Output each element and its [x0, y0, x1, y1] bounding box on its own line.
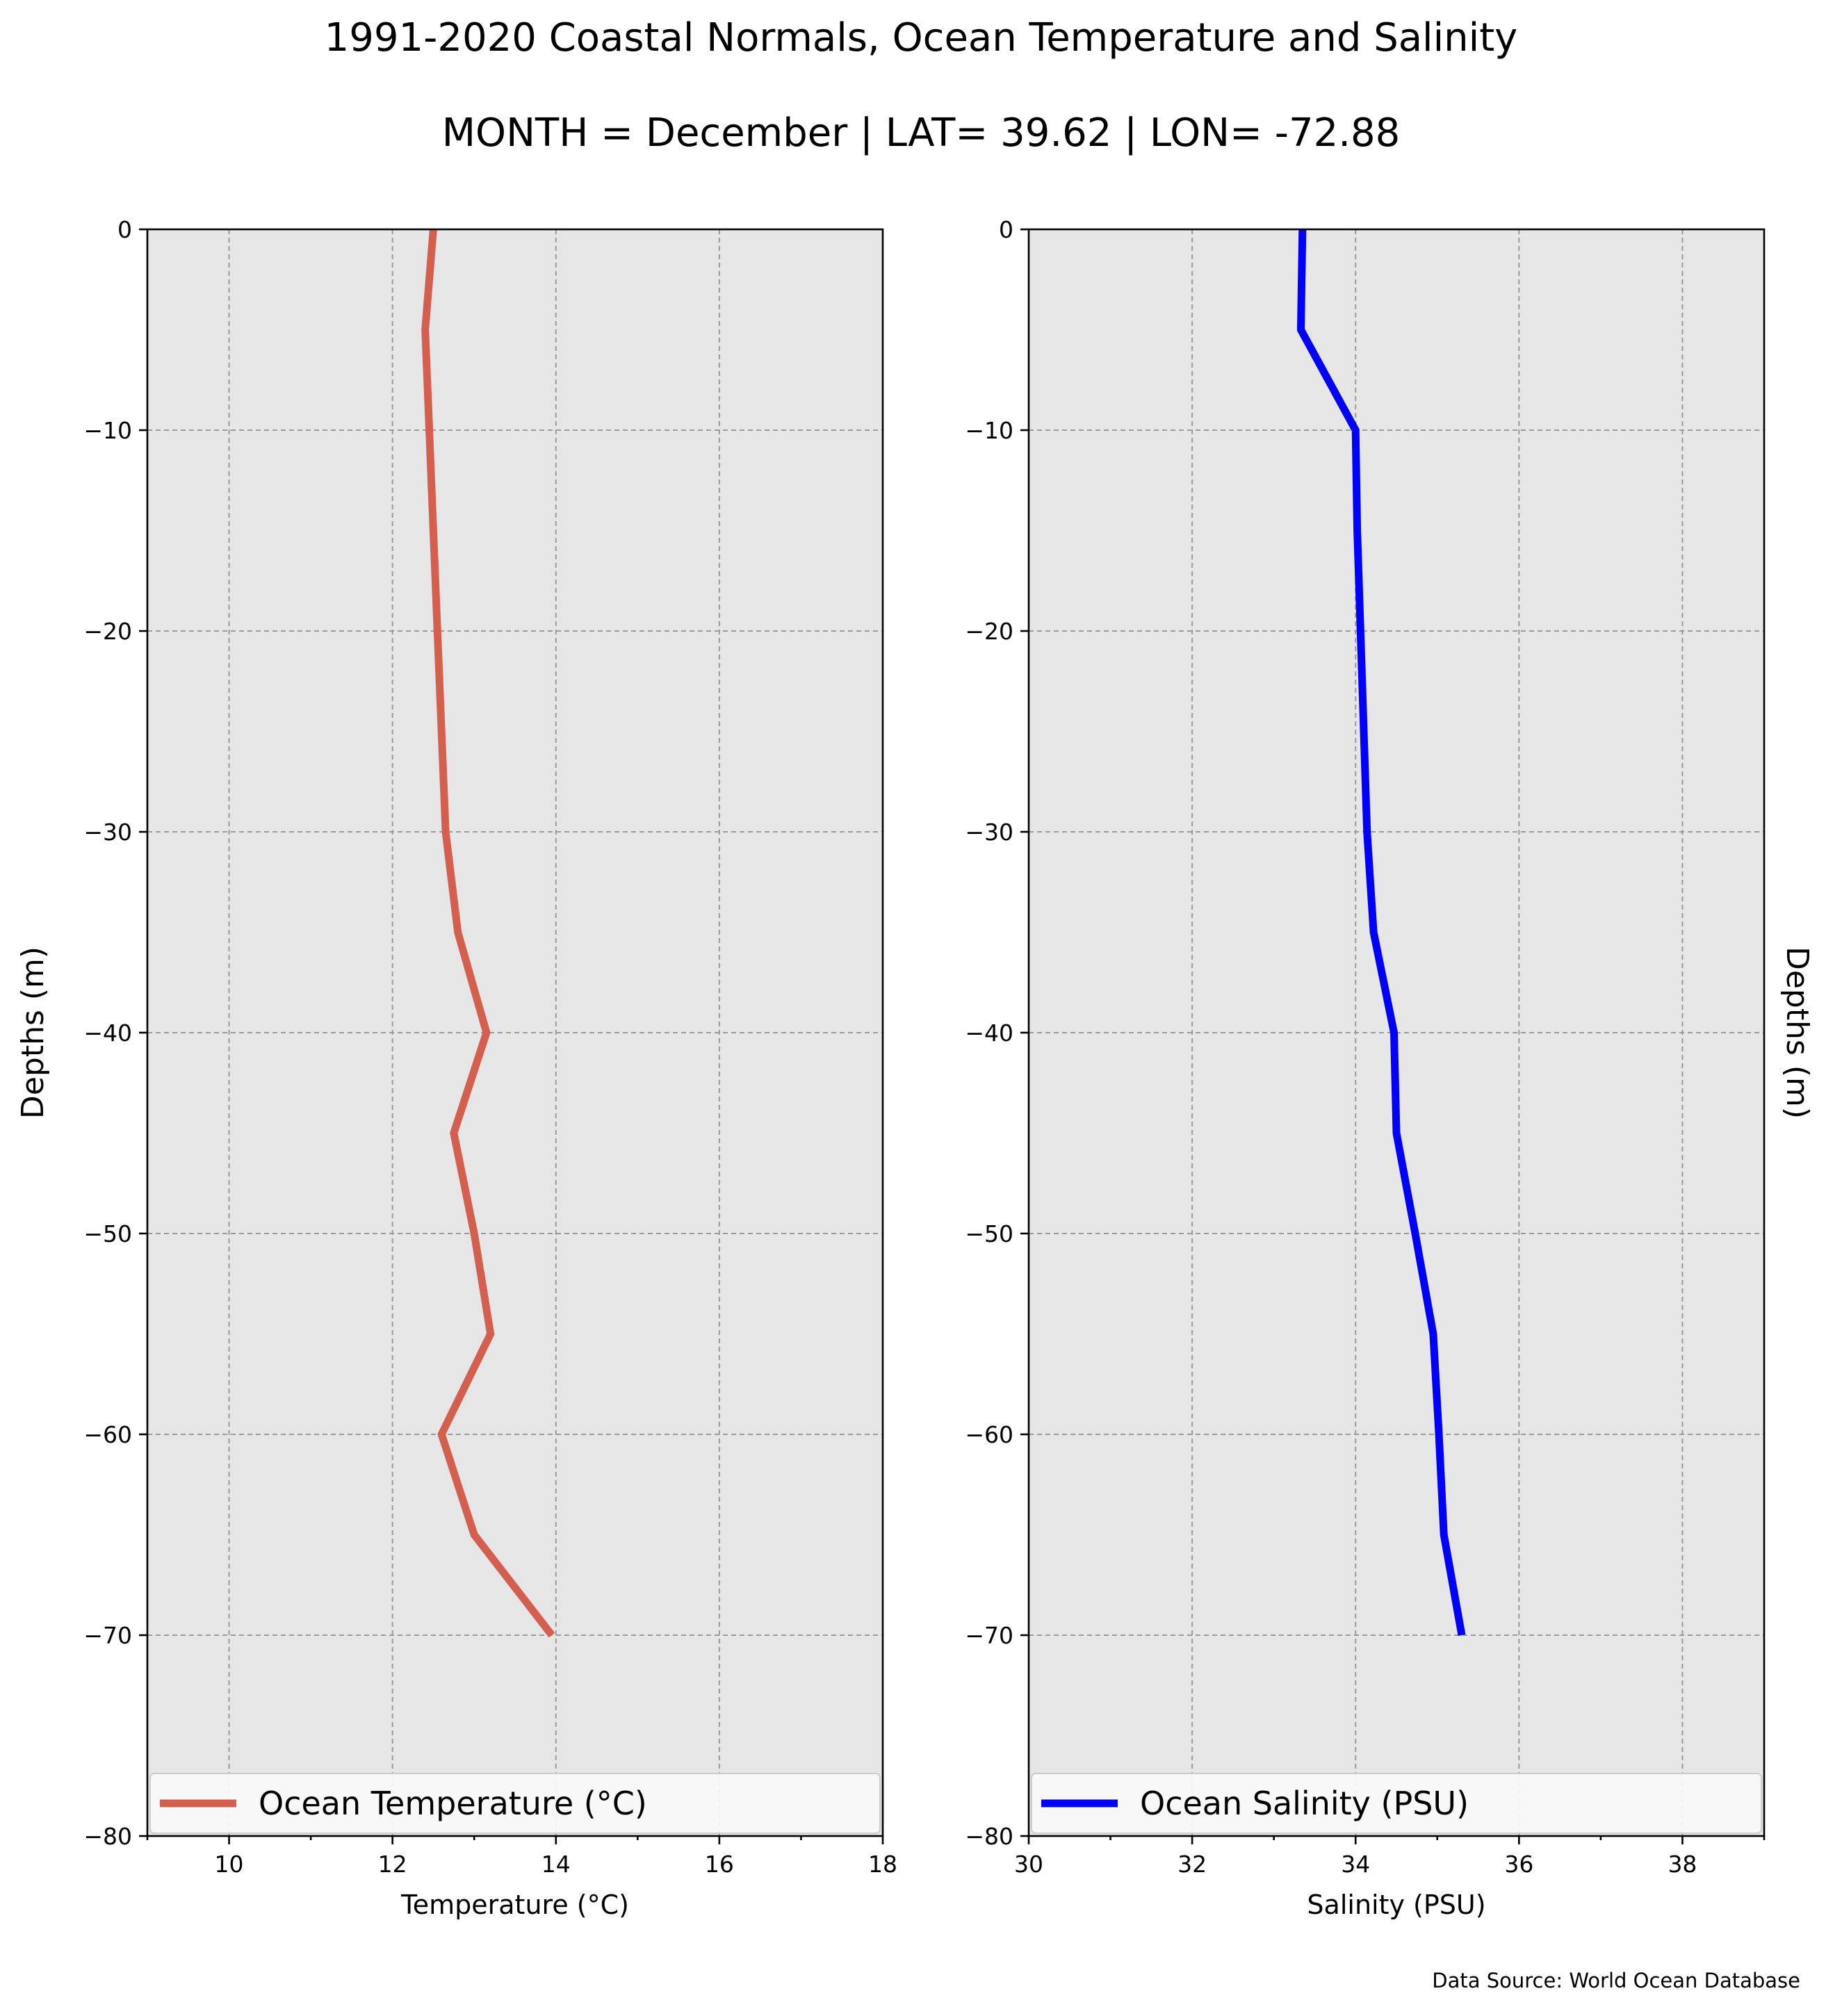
salinity-y-tick-label: −70	[965, 1622, 1013, 1649]
temperature-x-tick-label: 16	[705, 1851, 734, 1878]
salinity-legend-box	[1031, 1773, 1762, 1834]
temperature-y-tick-label: −50	[83, 1220, 132, 1247]
temperature-legend-label: Ocean Temperature (°C)	[259, 1785, 647, 1822]
salinity-y-tick-label: −40	[965, 1019, 1013, 1047]
salinity-x-tick-label: 30	[1014, 1851, 1043, 1878]
temperature-y-axis-label: Depths (m)	[15, 946, 51, 1119]
salinity-lines	[1296, 229, 1466, 1636]
salinity-series-line	[1296, 229, 1466, 1636]
data-source-note: Data Source: World Ocean Database	[1432, 1969, 1800, 1992]
temperature-x-tick-label: 12	[378, 1851, 407, 1878]
salinity-ticks: 30 32 34 36 38 0 −10 −20 −30 −40 −50 −60 −70 −80	[965, 216, 1766, 1878]
temperature-x-axis-label: Temperature (°C)	[400, 1890, 629, 1920]
temperature-y-tick-label: −70	[83, 1622, 132, 1649]
temperature-x-tick-label: 10	[215, 1851, 244, 1878]
salinity-y-tick-label: −30	[965, 819, 1013, 846]
temperature-lines	[421, 229, 555, 1638]
salinity-y-tick-label: 0	[999, 216, 1013, 243]
temperature-y-tick-label: 0	[117, 216, 132, 243]
salinity-x-tick-label: 34	[1341, 1851, 1370, 1878]
temperature-legend: Ocean Temperature (°C)	[149, 1773, 881, 1834]
salinity-panel: Ocean Salinity (PSU) 30 32 34 36 38 0 −10 −20 −3…	[965, 216, 1815, 1920]
temperature-series-line	[421, 229, 555, 1638]
figure-subtitle: MONTH = December | LAT= 39.62 | LON= -72…	[442, 110, 1401, 156]
salinity-x-tick-label: 38	[1668, 1851, 1697, 1878]
temperature-y-tick-label: −10	[83, 417, 132, 444]
salinity-y-tick-label: −80	[965, 1823, 1013, 1850]
temperature-legend-box	[149, 1773, 881, 1834]
temperature-x-tick-label: 18	[868, 1851, 897, 1878]
salinity-y-tick-label: −50	[965, 1220, 1013, 1247]
salinity-x-tick-label: 36	[1504, 1851, 1533, 1878]
salinity-legend: Ocean Salinity (PSU)	[1031, 1773, 1762, 1834]
temperature-y-tick-label: −60	[83, 1421, 132, 1448]
temperature-y-tick-label: −20	[83, 618, 132, 645]
salinity-y-tick-label: −20	[965, 618, 1013, 645]
temperature-y-tick-label: −80	[83, 1823, 132, 1850]
temperature-y-tick-label: −30	[83, 819, 132, 846]
salinity-x-axis-label: Salinity (PSU)	[1307, 1890, 1485, 1920]
figure-title: 1991-2020 Coastal Normals, Ocean Tempera…	[325, 15, 1518, 60]
salinity-legend-label: Ocean Salinity (PSU)	[1140, 1785, 1469, 1822]
temperature-x-tick-label: 14	[541, 1851, 571, 1878]
salinity-y-axis-label: Depths (m)	[1779, 946, 1815, 1119]
salinity-x-tick-label: 32	[1177, 1851, 1207, 1878]
temperature-y-tick-label: −40	[83, 1019, 132, 1047]
temperature-panel: Ocean Temperature (°C) 10 12 14 16 18 0 −10 −20…	[15, 216, 897, 1920]
temperature-ticks: 10 12 14 16 18 0 −10 −20 −30 −40 −50 −60 −70 −80	[83, 216, 897, 1878]
salinity-y-tick-label: −60	[965, 1421, 1013, 1448]
salinity-y-tick-label: −10	[965, 417, 1013, 444]
